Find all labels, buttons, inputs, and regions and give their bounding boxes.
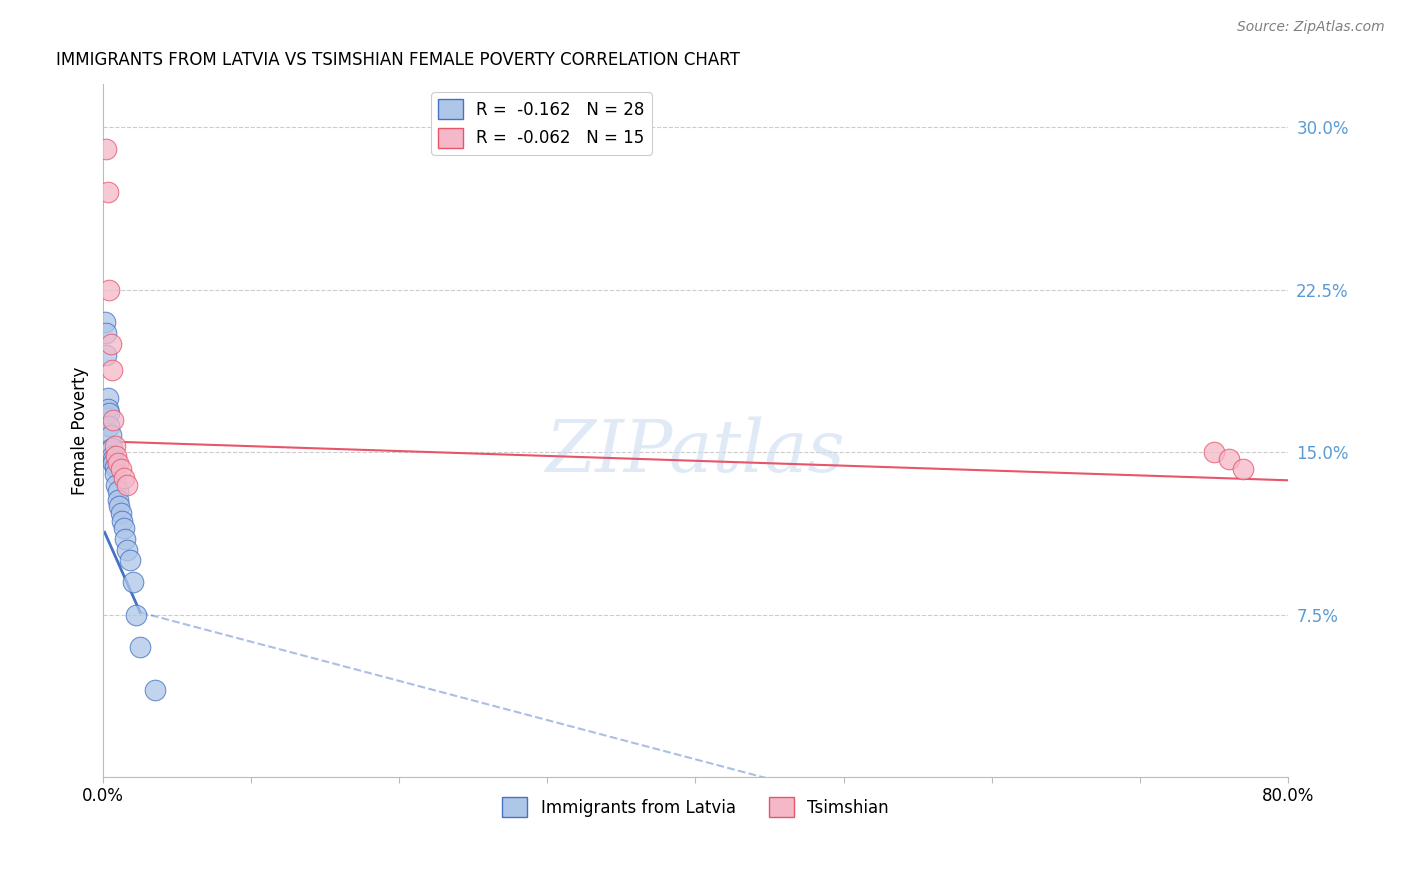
Point [94,142,117,156]
Point [98,419,121,434]
Point [108,500,131,514]
Point [97,186,120,200]
Point [112,471,135,485]
Point [114,532,136,546]
Text: IMMIGRANTS FROM LATVIA VS TSIMSHIAN FEMALE POVERTY CORRELATION CHART: IMMIGRANTS FROM LATVIA VS TSIMSHIAN FEMA… [56,51,740,69]
Point [115,542,138,557]
Point [101,450,124,464]
Point [143,683,166,698]
Point [103,451,125,466]
Point [105,477,128,491]
Y-axis label: Female Poverty: Female Poverty [72,367,89,495]
Point [107,492,129,507]
Point [104,439,127,453]
Point [107,484,129,499]
Point [93,315,115,329]
Point [1202,445,1225,459]
Point [107,456,129,470]
Point [101,363,124,377]
Point [104,460,127,475]
Point [103,456,125,470]
Point [98,406,121,420]
Text: Source: ZipAtlas.com: Source: ZipAtlas.com [1237,20,1385,34]
Point [129,640,152,654]
Point [110,462,132,476]
Point [101,441,124,455]
Point [105,450,128,464]
Point [97,401,120,416]
Point [100,337,122,351]
Point [115,477,138,491]
Legend: Immigrants from Latvia, Tsimshian: Immigrants from Latvia, Tsimshian [495,790,896,824]
Point [100,427,122,442]
Point [118,553,141,567]
Point [1218,451,1240,466]
Point [94,326,117,340]
Point [121,575,143,590]
Point [111,515,134,529]
Point [112,521,135,535]
Point [94,348,117,362]
Point [98,283,121,297]
Point [1232,462,1254,476]
Point [103,412,125,426]
Point [97,391,120,405]
Point [104,467,127,481]
Point [125,607,148,622]
Point [110,506,132,520]
Text: ZIPatlas: ZIPatlas [546,416,845,486]
